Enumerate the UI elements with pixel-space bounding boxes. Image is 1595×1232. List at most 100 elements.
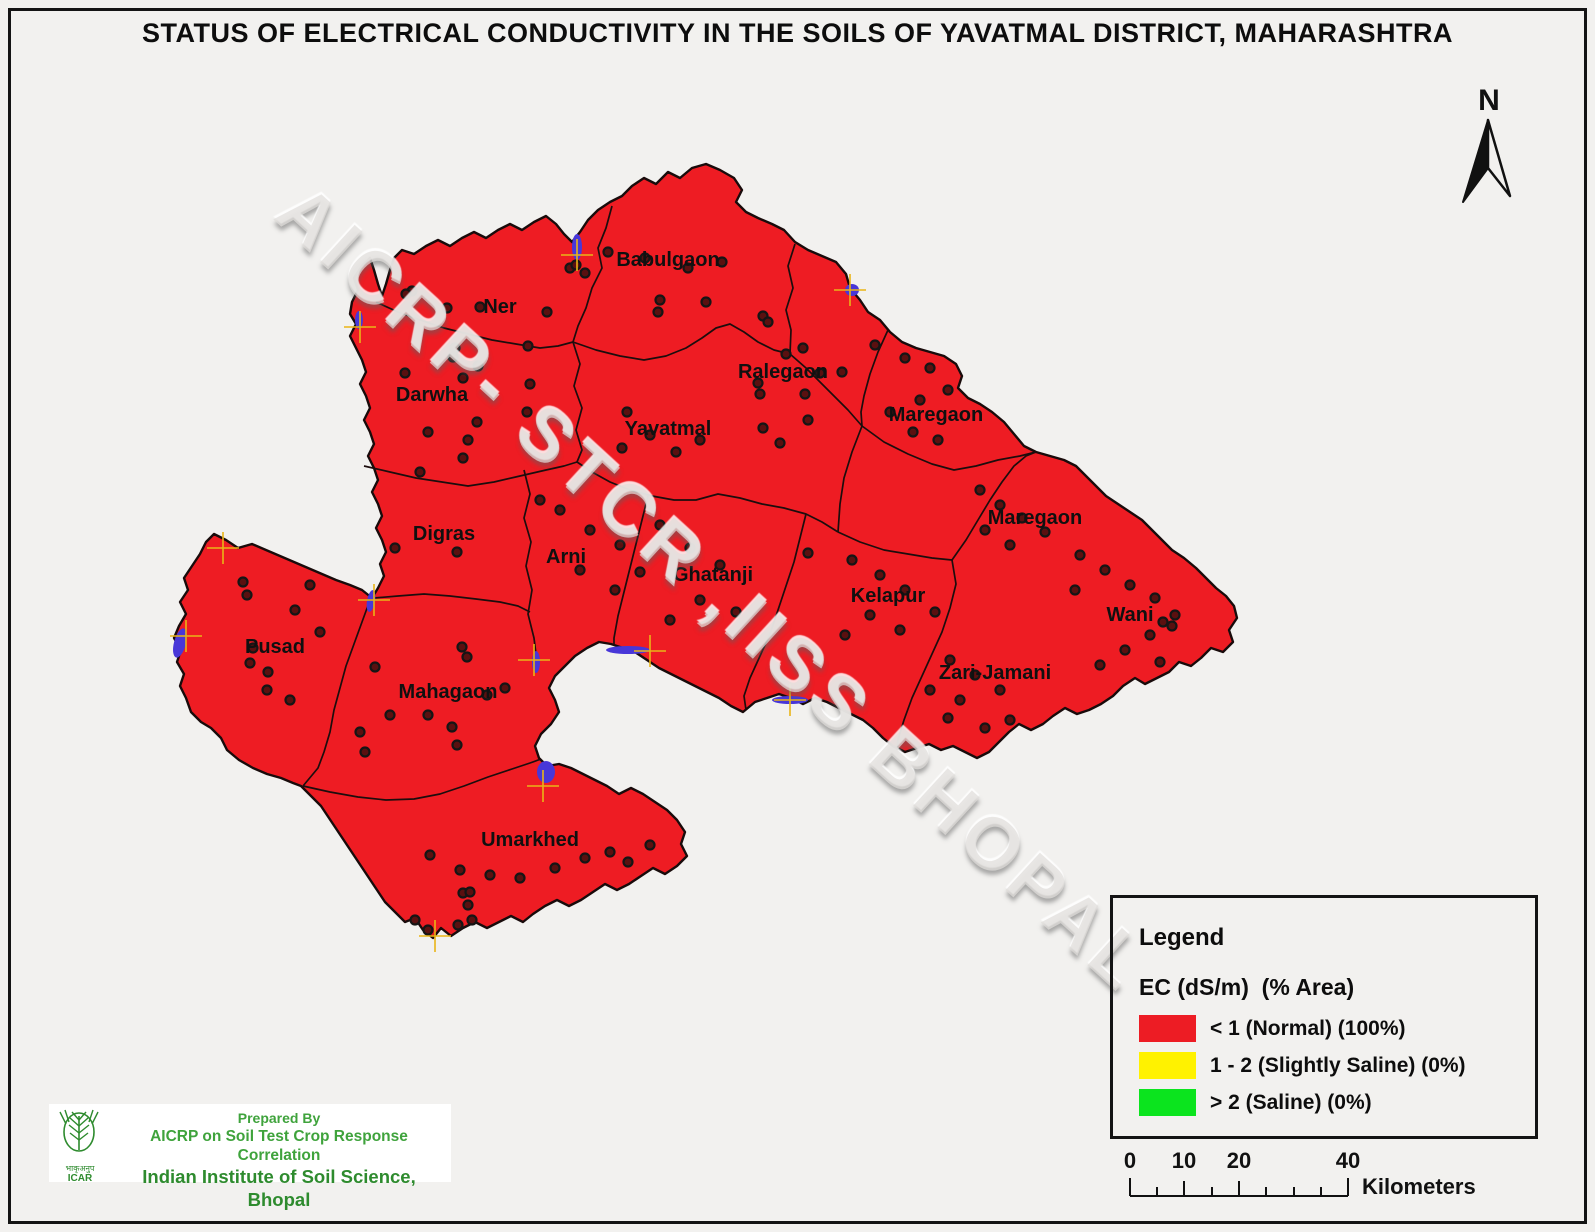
survey-marker-cross-icon	[358, 584, 390, 616]
survey-marker-cross-icon	[419, 920, 451, 952]
sample-point	[524, 378, 536, 390]
sample-point	[942, 712, 954, 724]
district-boundary	[172, 162, 1239, 940]
sample-point	[481, 689, 493, 701]
sample-point	[579, 852, 591, 864]
sample-point	[1157, 616, 1169, 628]
sample-point	[521, 406, 533, 418]
sample-points-layer	[237, 246, 1181, 936]
region-label: Umarkhed	[481, 829, 579, 851]
sample-point	[1119, 644, 1131, 656]
legend-swatch	[1139, 1015, 1196, 1042]
scalebar-tick-label: 0	[1123, 1148, 1137, 1173]
sample-point	[730, 606, 742, 618]
sample-point	[929, 606, 941, 618]
sample-point	[452, 919, 464, 931]
sample-point	[942, 384, 954, 396]
legend-item: > 2 (Saline) (0%)	[1139, 1089, 1535, 1116]
credit-org-line: AICRP on Soil Test Crop Response Correla…	[150, 1128, 408, 1164]
sample-point	[752, 377, 764, 389]
sample-point	[244, 657, 256, 669]
sample-point	[1004, 539, 1016, 551]
sample-point	[714, 559, 726, 571]
scalebar-tick-label: 40	[1335, 1148, 1361, 1173]
survey-marker-cross-icon	[527, 770, 559, 802]
sample-point	[754, 388, 766, 400]
sample-point	[894, 624, 906, 636]
sample-point	[644, 429, 656, 441]
logo-icar-text: ICAR	[67, 1173, 93, 1184]
survey-marker-cross-icon	[207, 532, 239, 564]
map-title: STATUS OF ELECTRICAL CONDUCTIVITY IN THE…	[141, 18, 1454, 48]
sample-point	[639, 252, 651, 264]
sample-point	[466, 914, 478, 926]
map-frame-border	[8, 8, 1587, 1224]
north-label: N	[1478, 84, 1500, 117]
sample-point	[700, 296, 712, 308]
region-label: Maregaon	[889, 404, 983, 426]
sample-point	[682, 262, 694, 274]
sample-point	[574, 564, 586, 576]
sample-point	[451, 546, 463, 558]
credit-box: भाकृअनुप ICAR Prepared By AICRP on Soil …	[49, 1104, 451, 1210]
legend-swatch	[1139, 1052, 1196, 1079]
sample-point	[716, 256, 728, 268]
legend-subheading: EC (dS/m) (% Area)	[1139, 974, 1355, 1000]
sample-point	[974, 484, 986, 496]
survey-marker-cross-icon	[634, 635, 666, 667]
sample-point	[979, 722, 991, 734]
survey-marker-cross-icon	[774, 684, 806, 716]
sample-point	[314, 626, 326, 638]
sample-point	[424, 849, 436, 861]
sample-point	[304, 579, 316, 591]
region-label: Kelapur	[851, 585, 926, 607]
sample-point	[1154, 656, 1166, 668]
north-indicator: N	[1438, 86, 1548, 216]
legend: Legend EC (dS/m) (% Area) < 1 (Normal) (…	[1110, 895, 1538, 1139]
sample-point	[604, 846, 616, 858]
region-label: Yavatmal	[625, 418, 712, 440]
survey-marker-cross-icon	[518, 644, 550, 676]
sample-point	[954, 694, 966, 706]
sample-point	[247, 642, 259, 654]
sample-point	[670, 446, 682, 458]
sample-point	[584, 524, 596, 536]
sample-point	[864, 609, 876, 621]
sample-point	[694, 594, 706, 606]
sample-point	[456, 641, 468, 653]
sample-point	[461, 651, 473, 663]
sample-point	[884, 406, 896, 418]
sample-point	[1004, 714, 1016, 726]
north-arrow-icon	[1462, 118, 1512, 203]
sample-point	[570, 259, 582, 271]
legend-items: < 1 (Normal) (100%) 1 - 2 (Slightly Salin…	[1139, 1015, 1535, 1116]
legend-heading: Legend	[1139, 924, 1225, 951]
sample-point	[289, 604, 301, 616]
sample-point	[454, 864, 466, 876]
sample-point	[261, 684, 273, 696]
sample-point	[684, 542, 696, 554]
region-label: Wani	[1106, 604, 1153, 626]
sample-point	[621, 406, 633, 418]
sample-point	[944, 654, 956, 666]
sample-point	[846, 554, 858, 566]
sample-point	[237, 576, 249, 588]
water-body	[366, 590, 376, 612]
sample-point	[241, 589, 253, 601]
legend-item: 1 - 2 (Slightly Saline) (0%)	[1139, 1052, 1535, 1079]
sample-point	[774, 437, 786, 449]
sample-point	[541, 306, 553, 318]
sample-point	[441, 302, 453, 314]
sample-point	[549, 862, 561, 874]
sample-point	[464, 886, 476, 898]
sample-point	[932, 434, 944, 446]
survey-marker-cross-icon	[561, 239, 593, 271]
sample-point	[869, 339, 881, 351]
sample-point	[634, 566, 646, 578]
taluka-borders	[302, 205, 1037, 801]
sample-point	[451, 739, 463, 751]
sample-point	[1099, 564, 1111, 576]
sample-point	[359, 746, 371, 758]
